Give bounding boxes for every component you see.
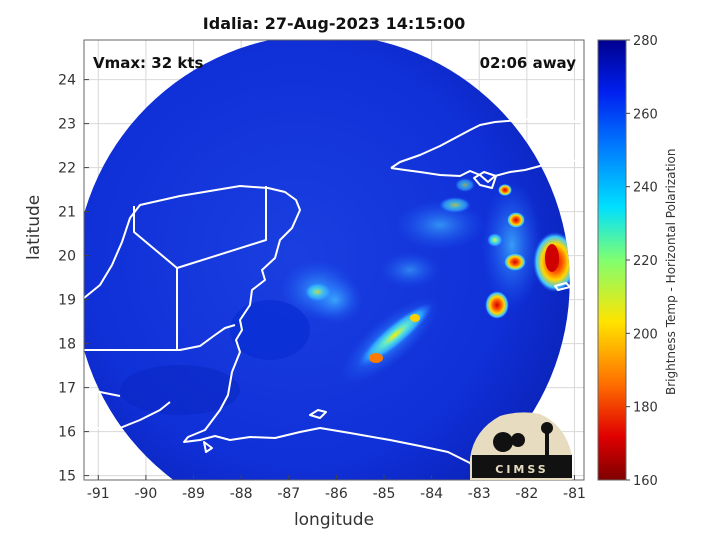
colorbar-tick-label: 260 <box>633 107 658 122</box>
x-tick-label: -85 <box>373 486 396 502</box>
colorbar-gradient <box>597 39 627 481</box>
y-tick-label: 21 <box>58 205 76 221</box>
y-tick-label: 19 <box>58 293 76 309</box>
x-tick-label: -87 <box>277 486 300 502</box>
colorbar-label: Brightness Temp - Horizontal Polarizatio… <box>664 148 678 395</box>
colorbar-tick-label: 200 <box>633 327 658 342</box>
microwave-swath <box>84 40 570 480</box>
y-tick-label: 24 <box>58 73 76 89</box>
y-tick-label: 17 <box>58 381 76 397</box>
colorbar-tick-label: 220 <box>633 254 658 269</box>
x-tick-label: -90 <box>134 486 157 502</box>
y-tick-label: 15 <box>58 469 76 485</box>
colorbar-tick-label: 180 <box>633 401 658 416</box>
plot-title: Idalia: 27-Aug-2023 14:15:00 <box>202 14 466 33</box>
y-axis-ticks: 24 23 22 21 20 19 18 17 16 15 <box>58 73 89 485</box>
plot-frame <box>83 39 585 481</box>
x-axis-ticks: -91 -90 -89 -88 -87 -86 -85 -84 -83 -82 -81 <box>87 475 586 502</box>
y-tick-label: 18 <box>58 337 76 353</box>
x-tick-label: -82 <box>515 486 538 502</box>
y-tick-label: 16 <box>58 425 76 441</box>
convective-features <box>120 178 570 415</box>
x-tick-label: -83 <box>468 486 491 502</box>
y-tick-label: 20 <box>58 249 76 265</box>
y-axis-label: latitude <box>24 194 44 260</box>
x-tick-label: -84 <box>420 486 443 502</box>
colorbar-tick-label: 240 <box>633 181 658 196</box>
x-tick-label: -86 <box>325 486 348 502</box>
colorbar-ticks: 280 260 240 220 200 180 160 <box>626 34 658 489</box>
x-tick-label: -89 <box>182 486 205 502</box>
x-tick-label: -88 <box>230 486 253 502</box>
y-tick-label: 22 <box>58 161 76 177</box>
x-axis-label: longitude <box>293 510 375 530</box>
cimss-logo: CIMSS <box>470 412 572 480</box>
x-tick-label: -81 <box>563 486 586 502</box>
away-label: 02:06 away <box>480 54 577 72</box>
colorbar: 280 260 240 220 200 180 160 <box>597 34 658 489</box>
coastlines <box>84 117 584 471</box>
cimss-logo-text: CIMSS <box>495 463 548 476</box>
colorbar-tick-label: 160 <box>633 474 658 489</box>
y-tick-label: 23 <box>58 117 76 133</box>
x-tick-label: -91 <box>87 486 110 502</box>
vmax-label: Vmax: 32 kts <box>93 54 203 72</box>
colorbar-tick-label: 280 <box>633 34 658 49</box>
